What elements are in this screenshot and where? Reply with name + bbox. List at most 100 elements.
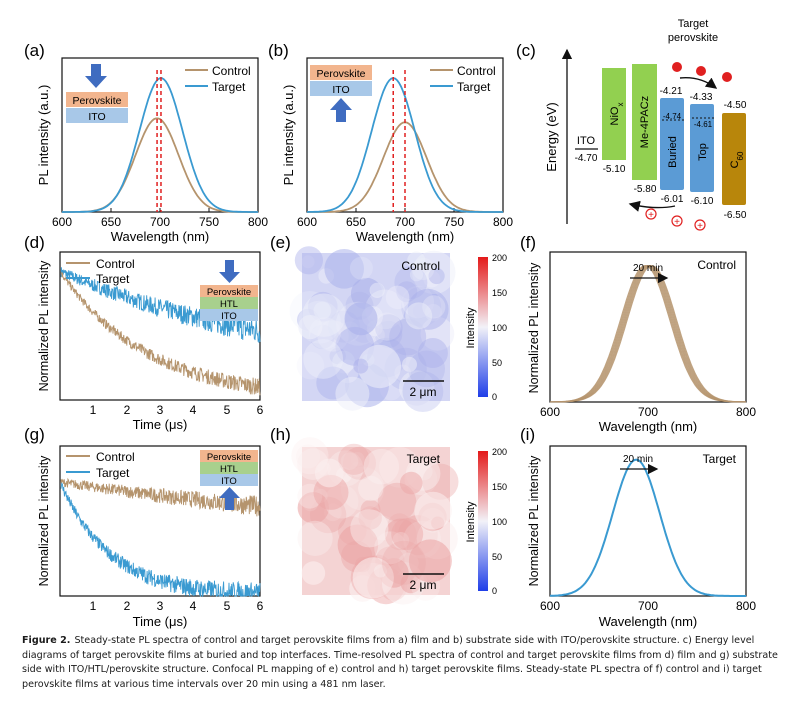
- x-axis-label: Wavelength (nm): [599, 419, 698, 434]
- map-blob: [402, 356, 417, 372]
- electron-icon: [672, 62, 682, 72]
- x-tick-label: 600: [297, 215, 317, 229]
- ito-layer-label: ITO: [221, 311, 237, 322]
- pl-map-texture: [291, 437, 459, 605]
- x-tick-label: 6: [257, 403, 264, 417]
- map-blob: [394, 266, 428, 299]
- x-ticks: 1 2 3 4 5 6: [90, 599, 264, 613]
- c60-band-label: C60: [729, 151, 745, 168]
- top-band-label: Top: [697, 143, 709, 161]
- map-blob: [391, 518, 424, 551]
- arrow-up-icon: [219, 487, 240, 510]
- panel-h: (h) Target 2 μm 200 150 100 50 0 Intensi…: [270, 425, 507, 605]
- plot-area: [62, 70, 258, 213]
- series-line-target: [62, 77, 258, 213]
- y-axis-label: PL intensity (a.u.): [36, 85, 51, 186]
- x-tick-label: 2: [124, 599, 131, 613]
- plot-area: [306, 70, 503, 213]
- x-tick-label: 600: [540, 405, 560, 419]
- panel-label: (g): [24, 425, 45, 444]
- legend: Control Target: [66, 257, 135, 286]
- x-tick-label: 3: [157, 403, 164, 417]
- legend-label-control: Control: [212, 64, 251, 78]
- hole-symbol: +: [648, 210, 654, 221]
- x-tick-label: 650: [101, 215, 121, 229]
- spectrum-curve: [550, 458, 746, 597]
- map-blob: [349, 462, 365, 477]
- scale-bar-label: 2 μm: [410, 385, 437, 399]
- map-blob: [412, 250, 456, 295]
- map-blob: [399, 370, 435, 406]
- map-blob: [374, 531, 407, 565]
- nio-band: [602, 68, 626, 160]
- x-tick-label: 5: [224, 403, 231, 417]
- colorbar-tick: 0: [492, 392, 497, 402]
- figure-caption: Figure 2. Steady-state PL spectra of cont…: [22, 634, 782, 692]
- map-blob: [394, 364, 412, 382]
- series-line-control: [60, 271, 261, 396]
- x-ticks: 600 700 800: [540, 599, 756, 613]
- panel-label: (f): [520, 233, 536, 252]
- panel-e: (e) Control 2 μm 200 150 100 50 0 Intens…: [270, 233, 507, 412]
- htl-layer-label: HTL: [220, 299, 238, 310]
- plot-area: [549, 265, 747, 403]
- c60-lower-value: -6.50: [724, 210, 747, 221]
- map-blob: [353, 358, 369, 374]
- x-ticks: 600 700 800: [540, 405, 756, 419]
- nio-level-value: -5.10: [603, 164, 626, 175]
- device-stack: Perovskite ITO: [66, 64, 128, 123]
- perovskite-layer: [200, 450, 258, 462]
- plot-tag: Target: [703, 452, 737, 466]
- map-blob: [296, 351, 325, 380]
- device-stack: Perovskite ITO: [310, 65, 372, 122]
- hole-symbol: +: [697, 221, 703, 232]
- map-blob: [409, 268, 424, 282]
- x-axis-label: Wavelength (nm): [599, 614, 698, 629]
- map-tag: Control: [401, 259, 440, 273]
- colorbar-tick: 0: [492, 586, 497, 596]
- perovskite-layer-label: Perovskite: [72, 95, 121, 107]
- panel-label: (e): [270, 233, 291, 252]
- y-axis-label: Normalized PL intensity: [37, 455, 51, 587]
- me4pacz-level-value: -5.80: [634, 184, 657, 195]
- map-blob: [349, 256, 373, 280]
- buried-lower-value: -6.01: [661, 194, 684, 205]
- map-blob: [358, 475, 384, 501]
- perovskite-layer-label: Perovskite: [207, 452, 251, 463]
- x-tick-label: 800: [736, 599, 756, 613]
- electron-transfer-arrow: [679, 77, 718, 89]
- spectrum-curve: [550, 265, 747, 403]
- map-blob: [343, 446, 376, 480]
- htl-layer: [200, 462, 258, 474]
- x-tick-label: 750: [199, 215, 219, 229]
- map-blob: [357, 344, 402, 389]
- buried-band-label: Buried: [667, 136, 679, 168]
- ito-level-value: -4.70: [575, 153, 598, 164]
- buried-band: [660, 98, 684, 190]
- spectrum-curve: [549, 265, 747, 403]
- plot-frame: [549, 445, 747, 597]
- panel-b: (b) 600 650 700 750 800 Wavelength (nm) …: [268, 41, 513, 244]
- spectrum-curve: [550, 265, 746, 403]
- nio-band-label: NiOx: [609, 103, 625, 126]
- map-blob: [335, 376, 370, 411]
- colorbar-tick: 100: [492, 323, 507, 333]
- map-blob: [428, 267, 445, 285]
- x-axis-label: Wavelength (nm): [111, 229, 210, 244]
- arrow-down-icon: [219, 260, 240, 283]
- series-line-target: [306, 77, 503, 213]
- arrow-up-icon: [330, 98, 352, 122]
- panel-label: (i): [520, 425, 535, 444]
- diagram-title-line1: Target: [678, 18, 709, 30]
- colorbar-tick: 200: [492, 253, 507, 263]
- x-ticks: 600 650 700 750 800: [52, 208, 268, 229]
- map-blob: [385, 285, 410, 310]
- plot-area: [550, 458, 746, 597]
- map-blob: [400, 573, 421, 594]
- perovskite-layer-label: Perovskite: [316, 68, 365, 80]
- x-tick-label: 3: [157, 599, 164, 613]
- diagram-title-line2: perovskite: [668, 32, 718, 44]
- ito-layer: [200, 309, 258, 321]
- me4pacz-band-label: Me-4PACz: [639, 96, 651, 148]
- panel-i: (i) Target 20 min 600 700 800 Wavelength…: [520, 425, 756, 629]
